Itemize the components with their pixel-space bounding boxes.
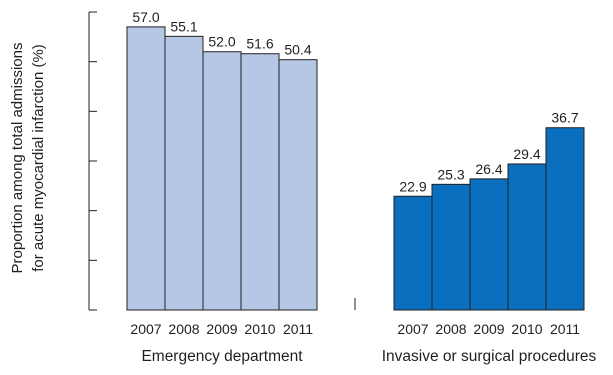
- bar-group-2-2010: [507, 163, 547, 311]
- group-label-1: Emergency department: [141, 348, 303, 365]
- data-label-group-2-2008: 25.3: [437, 166, 464, 182]
- data-label-group-2-2007: 22.9: [399, 178, 426, 194]
- x-tick-label-group-1-2008: 2008: [168, 321, 199, 337]
- bar-group-1-2007: [126, 26, 166, 311]
- x-tick-label-group-1-2007: 2007: [130, 321, 161, 337]
- x-tick-label-group-2-2008: 2008: [435, 321, 466, 337]
- bar-group-2-2011: [545, 127, 585, 311]
- y-axis-label: Proportion among total admissions for ac…: [9, 43, 47, 274]
- data-label-group-1-2007: 57.0: [132, 9, 159, 25]
- bar-group-1-2011: [278, 59, 318, 311]
- data-label-group-1-2011: 50.4: [284, 42, 311, 58]
- bar-group-1-2008: [164, 35, 204, 311]
- x-tick-label-group-2-2011: 2011: [550, 321, 580, 337]
- group-label-2: Invasive or surgical procedures: [382, 348, 597, 365]
- x-tick-label-group-1-2010: 2010: [244, 321, 275, 337]
- x-tick-label-group-2-2009: 2009: [473, 321, 504, 337]
- bar-group-1-2009: [202, 51, 242, 311]
- bar-group-2-2009: [469, 178, 509, 311]
- data-label-group-2-2011: 36.7: [551, 110, 578, 126]
- data-label-group-1-2008: 55.1: [170, 18, 197, 34]
- bar-group-2-2008: [431, 183, 471, 311]
- y-axis-label-line-2: for acute myocardial infarction (%): [30, 44, 47, 272]
- y-axis-label-line-1: Proportion among total admissions: [9, 43, 26, 274]
- data-label-group-2-2010: 29.4: [513, 146, 540, 162]
- data-label-group-2-2009: 26.4: [475, 161, 502, 177]
- data-label-group-1-2010: 51.6: [246, 36, 273, 52]
- x-tick-label-group-2-2010: 2010: [511, 321, 542, 337]
- bar-group-2-2007: [393, 195, 433, 311]
- bar-group-1-2010: [240, 53, 280, 311]
- x-tick-label-group-2-2007: 2007: [397, 321, 428, 337]
- x-tick-label-group-1-2009: 2009: [206, 321, 237, 337]
- x-tick-label-group-1-2011: 2011: [283, 321, 313, 337]
- data-label-group-1-2009: 52.0: [208, 34, 235, 50]
